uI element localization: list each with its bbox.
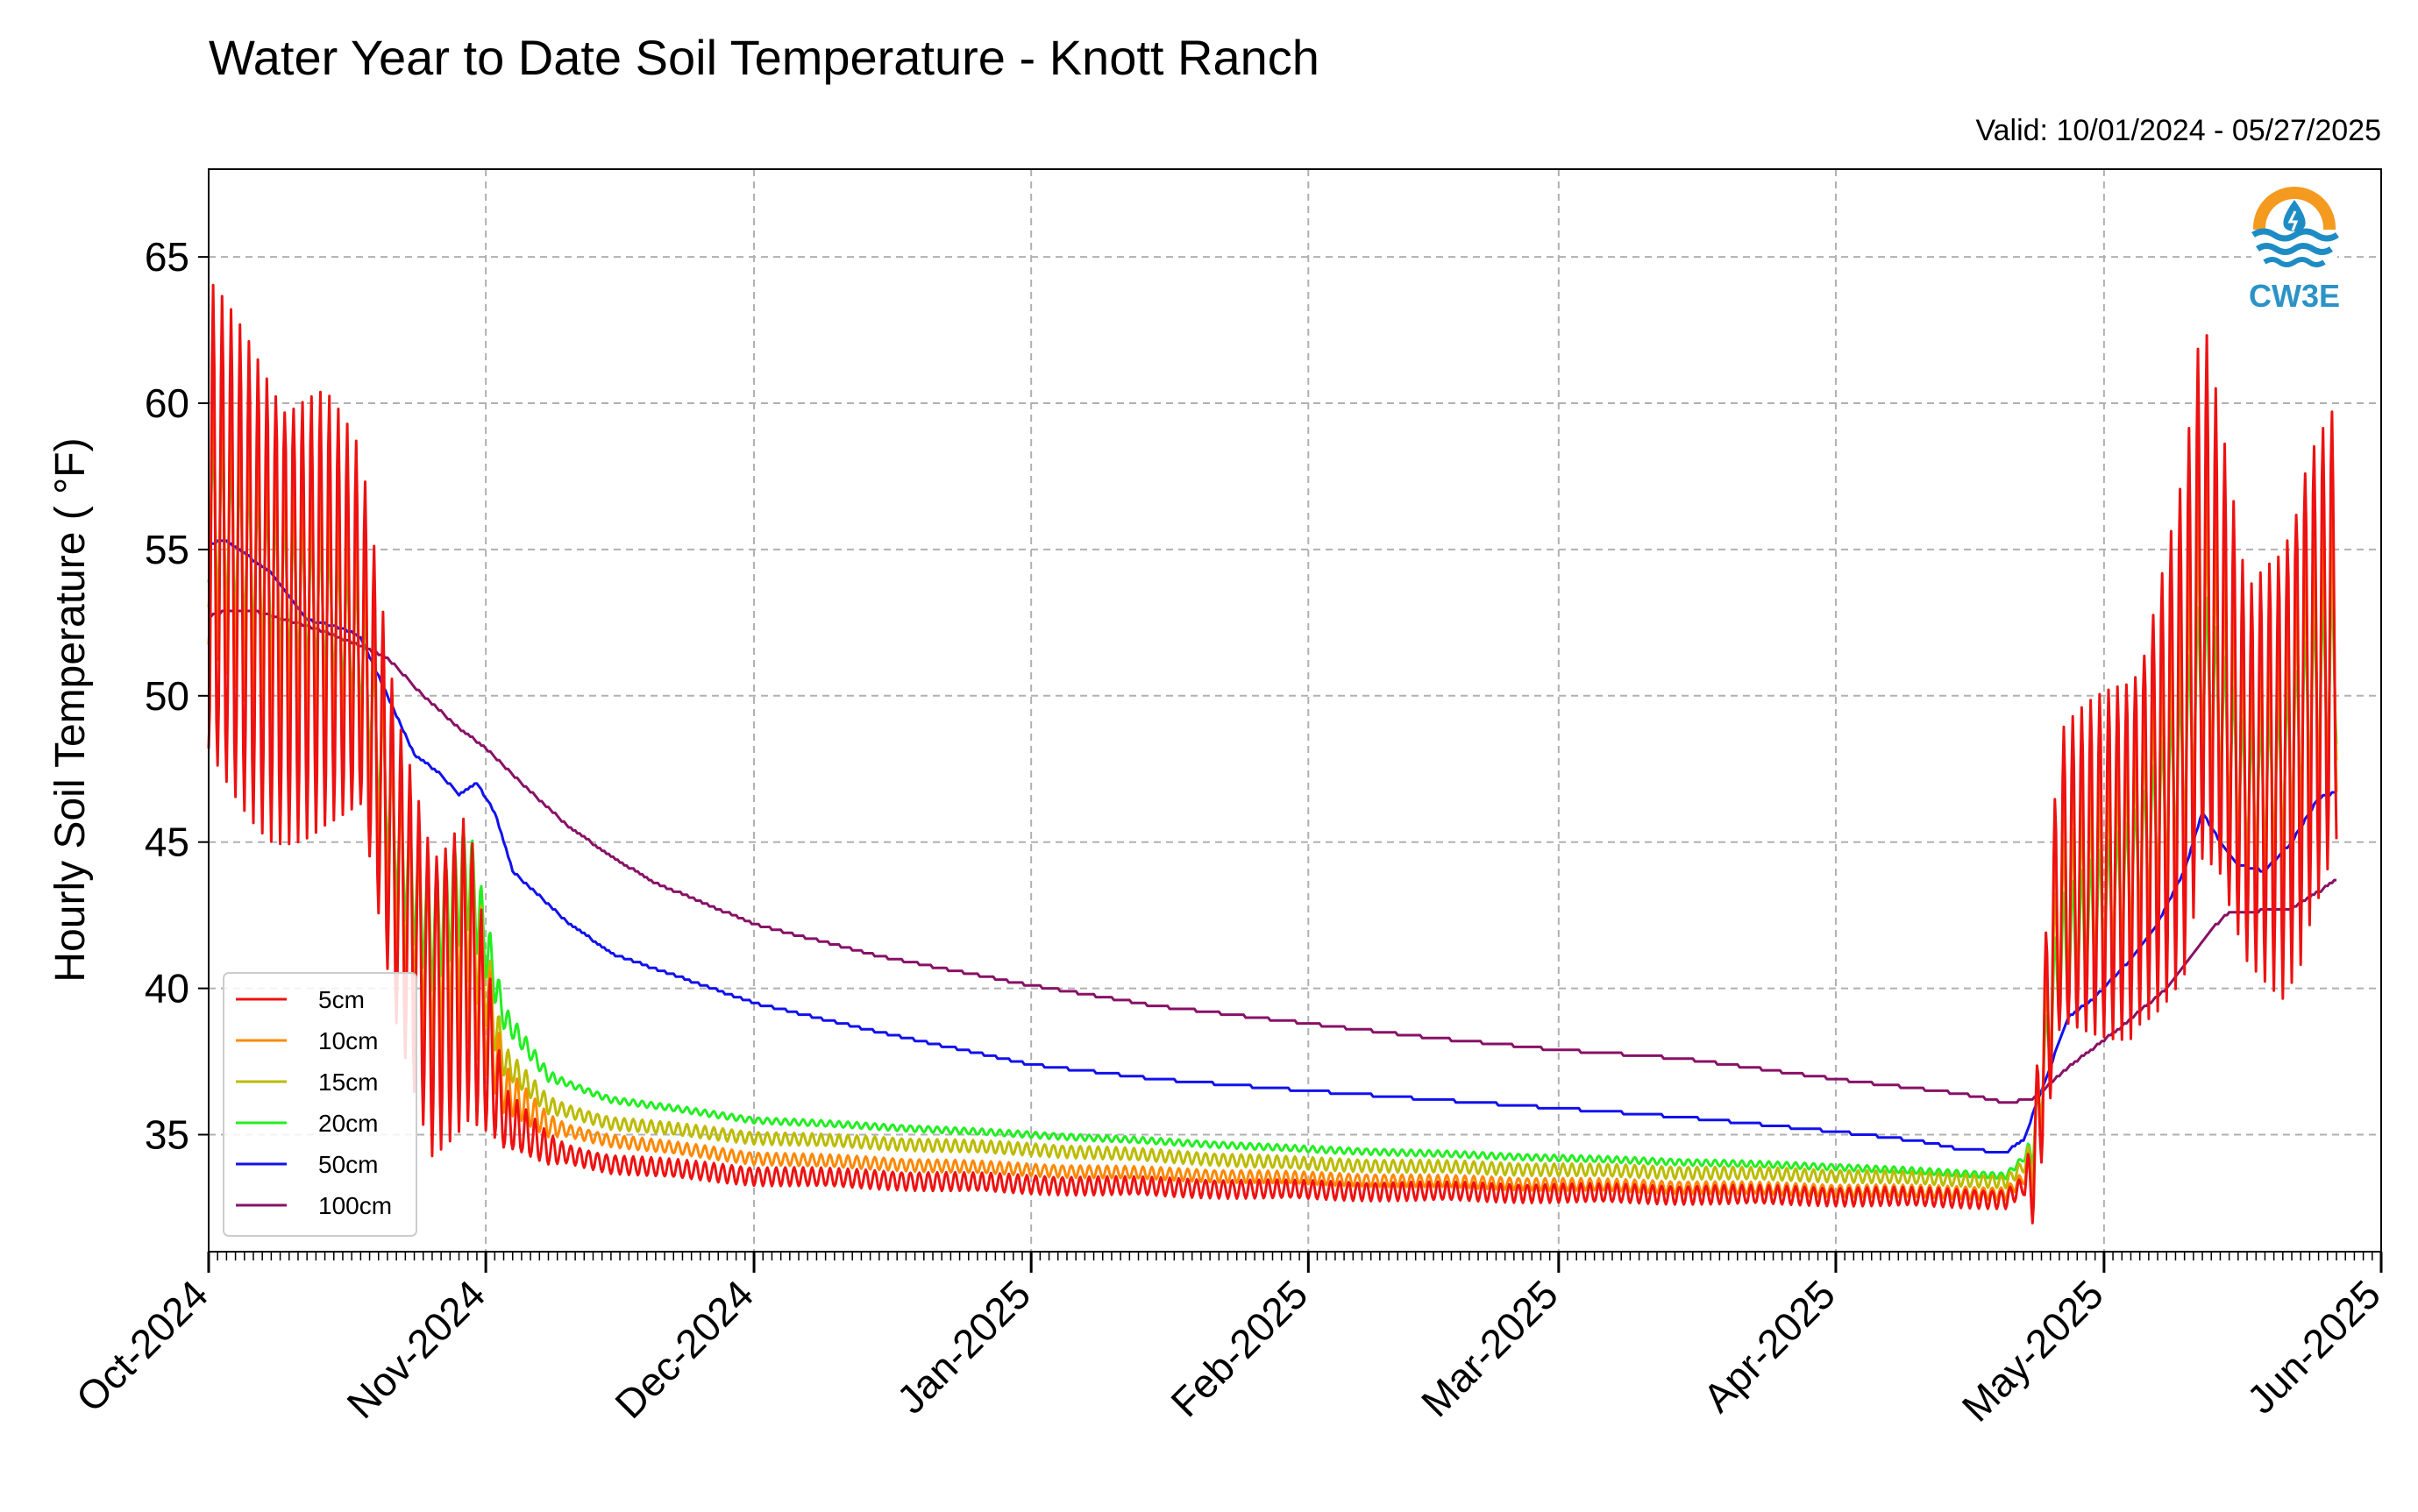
legend-label: 10cm bbox=[318, 1027, 378, 1054]
plot-frame bbox=[208, 168, 2382, 1253]
y-tick-label: 50 bbox=[145, 673, 189, 719]
series-line-10cm bbox=[207, 356, 2338, 1203]
legend-label: 15cm bbox=[318, 1068, 378, 1096]
series-line-15cm bbox=[207, 406, 2338, 1189]
logo-bolt-icon bbox=[2287, 210, 2299, 231]
y-tick-label: 60 bbox=[145, 380, 189, 426]
chart-title: Water Year to Date Soil Temperature - Kn… bbox=[209, 30, 1319, 85]
logo-label: CW3E bbox=[2249, 278, 2340, 314]
logo-wave-icon bbox=[2263, 257, 2326, 267]
y-tick-label: 65 bbox=[145, 234, 189, 280]
chart-subtitle: Valid: 10/01/2024 - 05/27/2025 bbox=[1975, 114, 2381, 147]
logo-wave-icon bbox=[2251, 228, 2339, 242]
series-line-50cm bbox=[209, 539, 2336, 1154]
legend-label: 20cm bbox=[318, 1110, 378, 1137]
cw3e-logo: CW3E bbox=[2249, 187, 2340, 314]
series-line-5cm bbox=[207, 283, 2338, 1225]
legend: 5cm 10cm 15cm 20cm 50cm 100cm bbox=[223, 972, 417, 1237]
legend-box bbox=[223, 972, 417, 1237]
series-line-20cm bbox=[207, 439, 2338, 1181]
legend-label: 50cm bbox=[318, 1151, 378, 1178]
series-layer bbox=[207, 283, 2338, 1225]
y-axis: 35 40 45 50 55 60 65 bbox=[145, 234, 209, 1157]
legend-label: 100cm bbox=[318, 1192, 392, 1219]
y-axis-label: Hourly Soil Temperature ( °F) bbox=[47, 437, 94, 982]
logo-wave-icon bbox=[2255, 243, 2334, 255]
y-tick-label: 55 bbox=[145, 527, 189, 572]
y-tick-label: 35 bbox=[145, 1111, 189, 1157]
series-line-100cm bbox=[209, 609, 2336, 1104]
grid-lines bbox=[209, 169, 2381, 1252]
legend-label: 5cm bbox=[318, 986, 365, 1013]
y-tick-label: 45 bbox=[145, 820, 189, 865]
y-tick-label: 40 bbox=[145, 966, 189, 1012]
